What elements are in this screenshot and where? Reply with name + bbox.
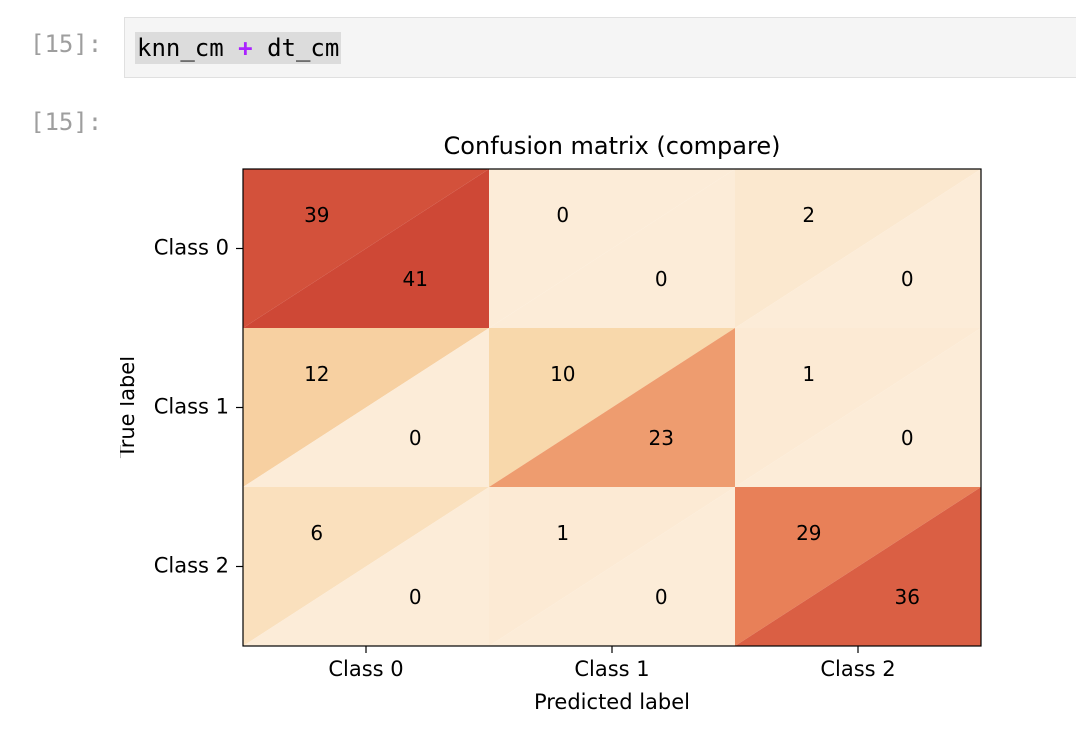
y-tick-label-0: Class 0 (154, 236, 229, 260)
value-label-lower-1-0: 0 (409, 426, 422, 450)
axis-ticks: Class 0 Class 1 Class 2 Class 0 Class 1 Class… (154, 236, 896, 682)
x-tick-label-1: Class 1 (574, 657, 649, 681)
code-token-rhs: dt_cm (267, 34, 340, 62)
value-label-lower-2-0: 0 (409, 585, 422, 609)
cell-lower-1-2 (735, 328, 981, 487)
cell-lower-2-0 (243, 487, 489, 646)
cell-lower-0-2 (735, 169, 981, 328)
value-label-upper-2-0: 6 (310, 521, 323, 545)
code-input-area[interactable]: knn_cm + dt_cm (124, 17, 1076, 78)
value-label-upper-2-1: 1 (556, 521, 569, 545)
value-label-upper-0-0: 39 (304, 203, 329, 227)
cell-lower-1-1 (489, 328, 735, 487)
value-label-upper-2-2: 29 (796, 521, 821, 545)
value-label-lower-0-0: 41 (402, 267, 427, 291)
cell-lower-1-0 (243, 328, 489, 487)
value-label-lower-1-1: 23 (648, 426, 673, 450)
value-label-upper-1-0: 12 (304, 362, 329, 386)
output-prompt: [15]: (30, 108, 103, 136)
value-label-lower-2-1: 0 (655, 585, 668, 609)
chart-title: Confusion matrix (compare) (444, 132, 781, 160)
cell-lower-2-2 (735, 487, 981, 646)
x-tick-label-2: Class 2 (820, 657, 895, 681)
x-tick-label-0: Class 0 (328, 657, 403, 681)
value-label-lower-1-2: 0 (901, 426, 914, 450)
value-label-upper-1-1: 10 (550, 362, 575, 386)
value-label-lower-0-2: 0 (901, 267, 914, 291)
value-label-upper-0-1: 0 (556, 203, 569, 227)
heatmap-cells (243, 169, 981, 646)
cell-lower-0-1 (489, 169, 735, 328)
value-label-lower-0-1: 0 (655, 267, 668, 291)
cell-lower-2-1 (489, 487, 735, 646)
value-label-upper-0-2: 2 (802, 203, 815, 227)
value-label-upper-1-2: 1 (802, 362, 815, 386)
y-tick-label-2: Class 2 (154, 554, 229, 578)
input-prompt: [15]: (30, 30, 103, 58)
y-tick-label-1: Class 1 (154, 395, 229, 419)
y-axis-label: True label (120, 356, 139, 459)
code-line[interactable]: knn_cm + dt_cm (135, 32, 342, 64)
cell-lower-0-0 (243, 169, 489, 328)
code-token-lhs: knn_cm (137, 34, 224, 62)
code-token-operator: + (238, 34, 253, 62)
value-label-lower-2-2: 36 (894, 585, 919, 609)
x-axis-label: Predicted label (534, 690, 690, 714)
